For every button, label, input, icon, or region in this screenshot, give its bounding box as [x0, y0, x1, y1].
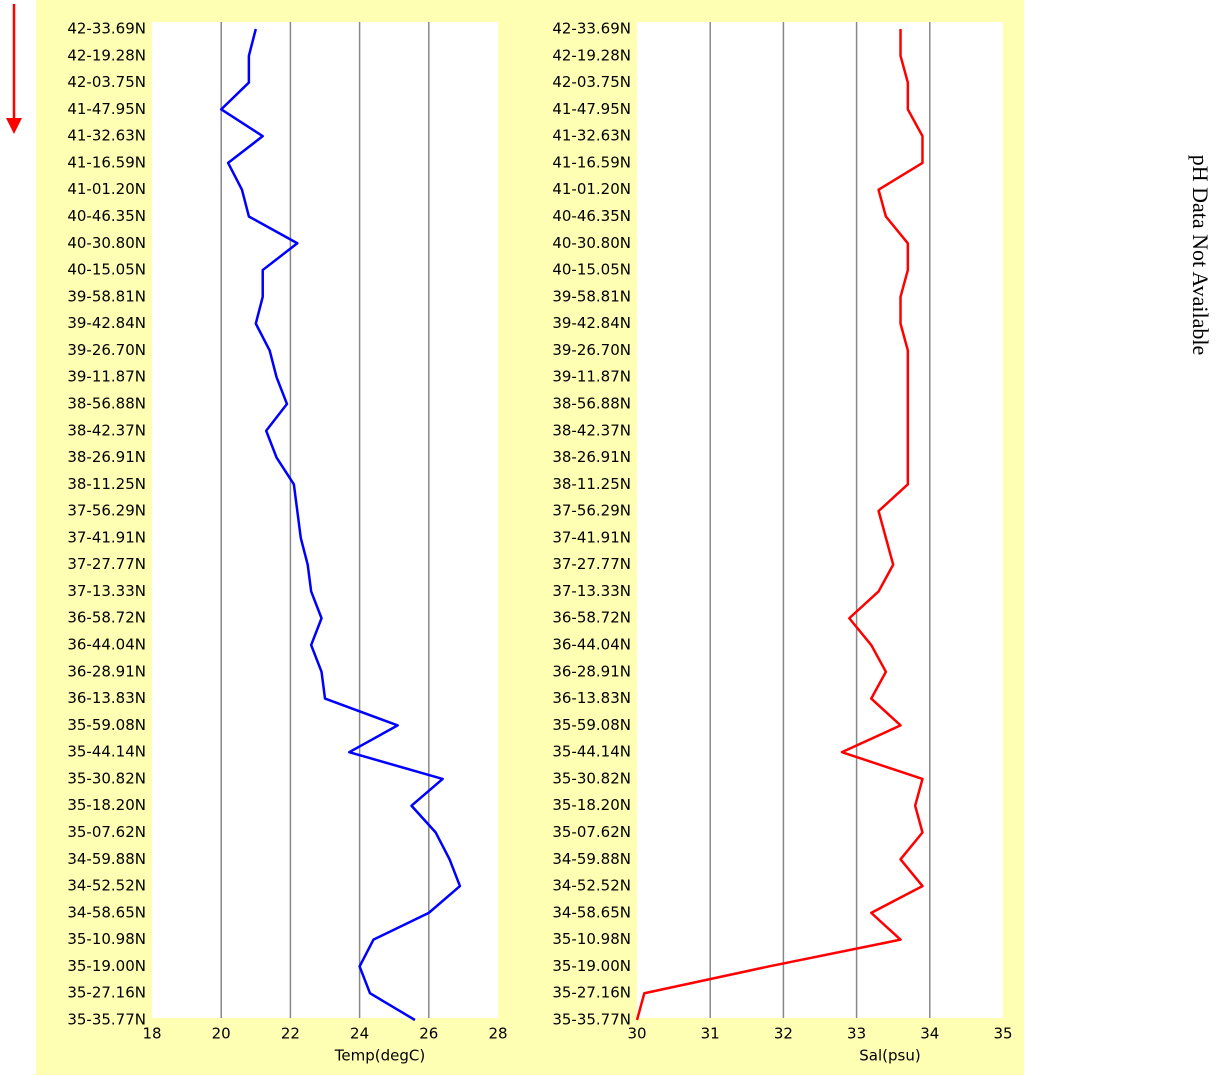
plot-area: [152, 22, 498, 1018]
y-tick-label: 37-41.91N: [67, 528, 146, 546]
x-tick-label: 34: [920, 1025, 939, 1043]
y-tick-label: 42-03.75N: [67, 73, 146, 91]
y-tick-label: 39-58.81N: [552, 287, 631, 305]
y-tick-label: 35-18.20N: [552, 796, 631, 814]
y-tick-label: 34-59.88N: [67, 850, 146, 868]
y-tick-label: 37-56.29N: [67, 502, 146, 520]
y-tick-label: 35-27.16N: [67, 984, 146, 1002]
y-tick-label: 41-01.20N: [67, 180, 146, 198]
y-tick-label: 35-30.82N: [552, 769, 631, 787]
y-tick-label: 39-11.87N: [552, 368, 631, 386]
y-tick-label: 35-30.82N: [67, 769, 146, 787]
x-tick-label: 31: [701, 1025, 720, 1043]
x-tick-label: 20: [212, 1025, 231, 1043]
y-tick-label: 42-19.28N: [67, 46, 146, 64]
y-tick-label: 35-44.14N: [67, 743, 146, 761]
y-tick-label: 34-58.65N: [552, 903, 631, 921]
data-line: [635, 29, 924, 1021]
y-tick-label: 35-10.98N: [67, 930, 146, 948]
y-tick-label: 41-32.63N: [67, 127, 146, 145]
y-tick-label: 38-11.25N: [552, 475, 631, 493]
y-tick-label: 35-19.00N: [67, 957, 146, 975]
y-tick-label: 41-16.59N: [67, 153, 146, 171]
y-tick-label: 40-30.80N: [67, 234, 146, 252]
y-tick-label: 41-16.59N: [552, 153, 631, 171]
y-tick-label: 37-56.29N: [552, 502, 631, 520]
y-tick-label: 37-13.33N: [552, 582, 631, 600]
y-tick-label: 39-26.70N: [67, 341, 146, 359]
y-tick-label: 39-42.84N: [67, 314, 146, 332]
y-tick-label: 35-18.20N: [67, 796, 146, 814]
x-tick-label: 30: [627, 1025, 646, 1043]
y-tick-label: 41-01.20N: [552, 180, 631, 198]
y-tick-label: 36-44.04N: [67, 636, 146, 654]
y-tick-label: 35-10.98N: [552, 930, 631, 948]
x-tick-label: 35: [993, 1025, 1012, 1043]
y-tick-label: 38-26.91N: [67, 448, 146, 466]
y-tick-label: 41-32.63N: [552, 127, 631, 145]
y-tick-label: 38-56.88N: [552, 394, 631, 412]
x-tick-label: 18: [142, 1025, 161, 1043]
y-tick-label: 41-47.95N: [67, 100, 146, 118]
y-tick-label: 35-44.14N: [552, 743, 631, 761]
y-tick-label: 40-46.35N: [552, 207, 631, 225]
y-tick-label: 35-07.62N: [67, 823, 146, 841]
y-tick-label: 38-11.25N: [67, 475, 146, 493]
x-tick-label: 22: [281, 1025, 300, 1043]
y-tick-label: 36-13.83N: [552, 689, 631, 707]
y-tick-label: 42-19.28N: [552, 46, 631, 64]
y-tick-label: 37-41.91N: [552, 528, 631, 546]
y-tick-label: 36-58.72N: [67, 609, 146, 627]
y-tick-label: 36-13.83N: [67, 689, 146, 707]
y-tick-label: 35-35.77N: [67, 1011, 146, 1029]
plot-area: [637, 22, 1003, 1018]
annotation: pH Data Not Available: [1188, 155, 1213, 356]
arrow-head: [6, 118, 22, 134]
y-tick-label: 35-35.77N: [552, 1011, 631, 1029]
x-tick-label: 26: [419, 1025, 438, 1043]
y-tick-label: 34-52.52N: [552, 877, 631, 895]
data-line: [219, 28, 462, 1022]
y-tick-label: 34-59.88N: [552, 850, 631, 868]
y-tick-label: 40-15.05N: [67, 261, 146, 279]
y-tick-label: 37-27.77N: [67, 555, 146, 573]
y-tick-label: 39-26.70N: [552, 341, 631, 359]
y-tick-label: 36-58.72N: [552, 609, 631, 627]
y-tick-label: 34-58.65N: [67, 903, 146, 921]
y-tick-label: 35-59.08N: [552, 716, 631, 734]
x-axis-title: Sal(psu): [859, 1047, 920, 1065]
y-tick-label: 35-27.16N: [552, 984, 631, 1002]
x-tick-label: 32: [774, 1025, 793, 1043]
y-tick-label: 34-52.52N: [67, 877, 146, 895]
y-tick-label: 38-26.91N: [552, 448, 631, 466]
y-tick-label: 35-07.62N: [552, 823, 631, 841]
y-tick-label: 38-42.37N: [552, 421, 631, 439]
y-tick-label: 37-27.77N: [552, 555, 631, 573]
y-tick-label: 39-11.87N: [67, 368, 146, 386]
y-tick-label: 36-44.04N: [552, 636, 631, 654]
x-tick-label: 33: [847, 1025, 866, 1043]
y-tick-label: 40-30.80N: [552, 234, 631, 252]
x-tick-label: 28: [488, 1025, 507, 1043]
y-tick-label: 37-13.33N: [67, 582, 146, 600]
y-tick-label: 36-28.91N: [552, 662, 631, 680]
y-tick-label: 42-03.75N: [552, 73, 631, 91]
y-tick-label: 38-56.88N: [67, 394, 146, 412]
y-tick-label: 41-47.95N: [552, 100, 631, 118]
y-tick-label: 42-33.69N: [552, 20, 631, 38]
y-tick-label: 39-42.84N: [552, 314, 631, 332]
y-tick-label: 39-58.81N: [67, 287, 146, 305]
y-tick-label: 35-59.08N: [67, 716, 146, 734]
x-tick-label: 24: [350, 1025, 369, 1043]
y-tick-label: 40-15.05N: [552, 261, 631, 279]
y-tick-label: 35-19.00N: [552, 957, 631, 975]
y-tick-label: 40-46.35N: [67, 207, 146, 225]
y-tick-label: 36-28.91N: [67, 662, 146, 680]
x-axis-title: Temp(degC): [334, 1047, 425, 1065]
y-tick-label: 38-42.37N: [67, 421, 146, 439]
y-tick-label: 42-33.69N: [67, 20, 146, 38]
